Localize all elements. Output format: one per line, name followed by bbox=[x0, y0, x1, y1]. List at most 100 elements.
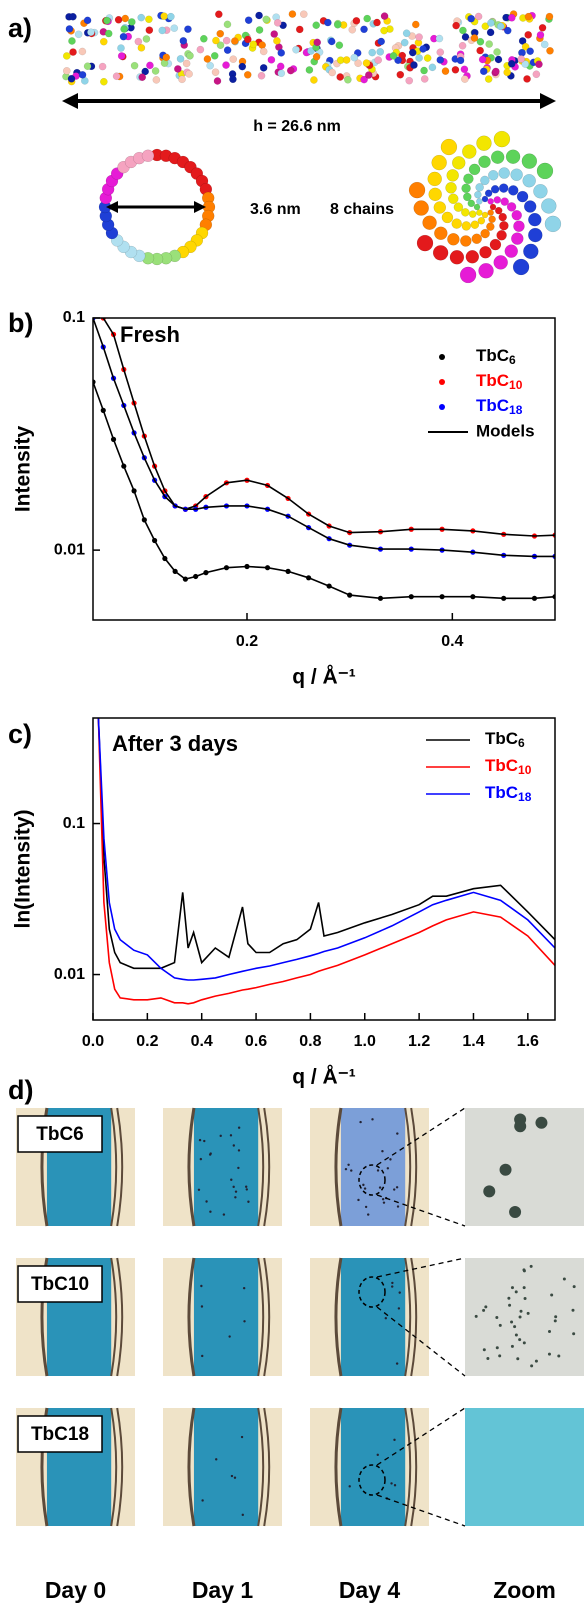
bead bbox=[277, 69, 286, 78]
bead bbox=[478, 263, 494, 279]
bead bbox=[141, 67, 150, 76]
legend-label: TbC10 bbox=[485, 756, 532, 777]
speck bbox=[376, 1453, 379, 1457]
x-tick-label: 1.2 bbox=[408, 1033, 430, 1050]
x-tick-label: 0.2 bbox=[136, 1033, 158, 1050]
bead bbox=[499, 220, 509, 231]
bead bbox=[512, 258, 530, 276]
bead bbox=[203, 55, 212, 63]
crystal bbox=[529, 1264, 533, 1268]
speck bbox=[398, 1291, 401, 1294]
bead bbox=[380, 26, 388, 35]
bead bbox=[398, 51, 407, 60]
bead bbox=[415, 54, 423, 62]
bead bbox=[474, 190, 482, 199]
bead bbox=[433, 201, 447, 214]
speck bbox=[396, 1205, 400, 1208]
bead bbox=[222, 36, 231, 45]
bead bbox=[494, 206, 503, 215]
bead bbox=[521, 153, 538, 169]
crystal bbox=[535, 1116, 548, 1129]
speck bbox=[393, 1188, 396, 1191]
bead bbox=[78, 70, 87, 79]
bead bbox=[229, 75, 237, 84]
bead bbox=[400, 38, 409, 47]
speck bbox=[378, 1186, 382, 1189]
legend-label: TbC18 bbox=[476, 396, 523, 417]
speck bbox=[234, 1190, 238, 1193]
photo-edge bbox=[110, 1407, 124, 1527]
bead bbox=[510, 168, 523, 181]
bead bbox=[120, 25, 128, 33]
bead bbox=[478, 55, 487, 64]
bead bbox=[490, 185, 500, 194]
crystal bbox=[474, 1314, 478, 1318]
bead bbox=[487, 209, 494, 216]
bead bbox=[335, 41, 344, 50]
bead bbox=[484, 75, 493, 83]
plot-frame bbox=[92, 317, 556, 621]
subscript: 6 bbox=[518, 736, 525, 750]
bead bbox=[408, 48, 417, 57]
bead bbox=[307, 47, 315, 55]
bead bbox=[394, 56, 402, 65]
bead bbox=[513, 220, 525, 232]
bead bbox=[223, 46, 232, 55]
bead bbox=[476, 209, 483, 216]
speck bbox=[391, 1281, 394, 1285]
legend-marker bbox=[439, 404, 445, 410]
bead bbox=[521, 60, 530, 68]
bead bbox=[476, 37, 485, 46]
text-part: TbC bbox=[485, 729, 518, 748]
chart-note: After 3 days bbox=[112, 731, 238, 756]
bead bbox=[505, 149, 521, 164]
bead bbox=[258, 41, 267, 49]
bead bbox=[402, 29, 411, 38]
speck bbox=[229, 1134, 233, 1137]
bead bbox=[423, 54, 432, 62]
bead bbox=[459, 26, 467, 35]
photo-edge bbox=[110, 1107, 124, 1227]
subscript: 10 bbox=[509, 378, 523, 392]
row-label-box bbox=[17, 1415, 103, 1453]
bead bbox=[299, 10, 308, 19]
photo-edge bbox=[187, 1107, 196, 1227]
diameter-label: 3.6 nm bbox=[250, 201, 301, 218]
bead bbox=[487, 198, 494, 205]
row-label: TbC10 bbox=[31, 1274, 89, 1295]
photo-liquid bbox=[340, 1108, 406, 1226]
subscript: 18 bbox=[518, 790, 532, 804]
text-part: TbC bbox=[476, 396, 509, 415]
bead bbox=[546, 46, 554, 55]
bead bbox=[507, 59, 516, 68]
bead bbox=[436, 56, 445, 64]
bead bbox=[432, 245, 449, 261]
bead bbox=[119, 32, 128, 41]
bead bbox=[104, 29, 113, 38]
crystal bbox=[562, 1277, 566, 1281]
speck bbox=[371, 1118, 374, 1121]
bead bbox=[478, 155, 491, 169]
speck bbox=[393, 1484, 397, 1487]
bead bbox=[447, 233, 460, 246]
crystal bbox=[572, 1332, 576, 1336]
bead bbox=[206, 61, 215, 70]
speck bbox=[240, 1435, 244, 1439]
speck bbox=[364, 1205, 368, 1209]
photo-edge bbox=[334, 1107, 343, 1227]
bead bbox=[461, 208, 470, 217]
bead bbox=[160, 12, 168, 21]
bead bbox=[413, 200, 429, 216]
crystal bbox=[522, 1269, 526, 1273]
row-label: TbC6 bbox=[36, 1124, 84, 1145]
bead bbox=[528, 212, 542, 227]
column-label: Day 0 bbox=[45, 1577, 106, 1603]
speck bbox=[395, 1186, 399, 1189]
row-label: TbC18 bbox=[31, 1424, 89, 1445]
photo-liquid bbox=[340, 1258, 406, 1376]
bead bbox=[420, 66, 428, 75]
bead bbox=[244, 16, 253, 25]
speck bbox=[367, 1213, 370, 1216]
bead bbox=[342, 56, 351, 64]
x-tick-label: 0.4 bbox=[441, 633, 463, 650]
